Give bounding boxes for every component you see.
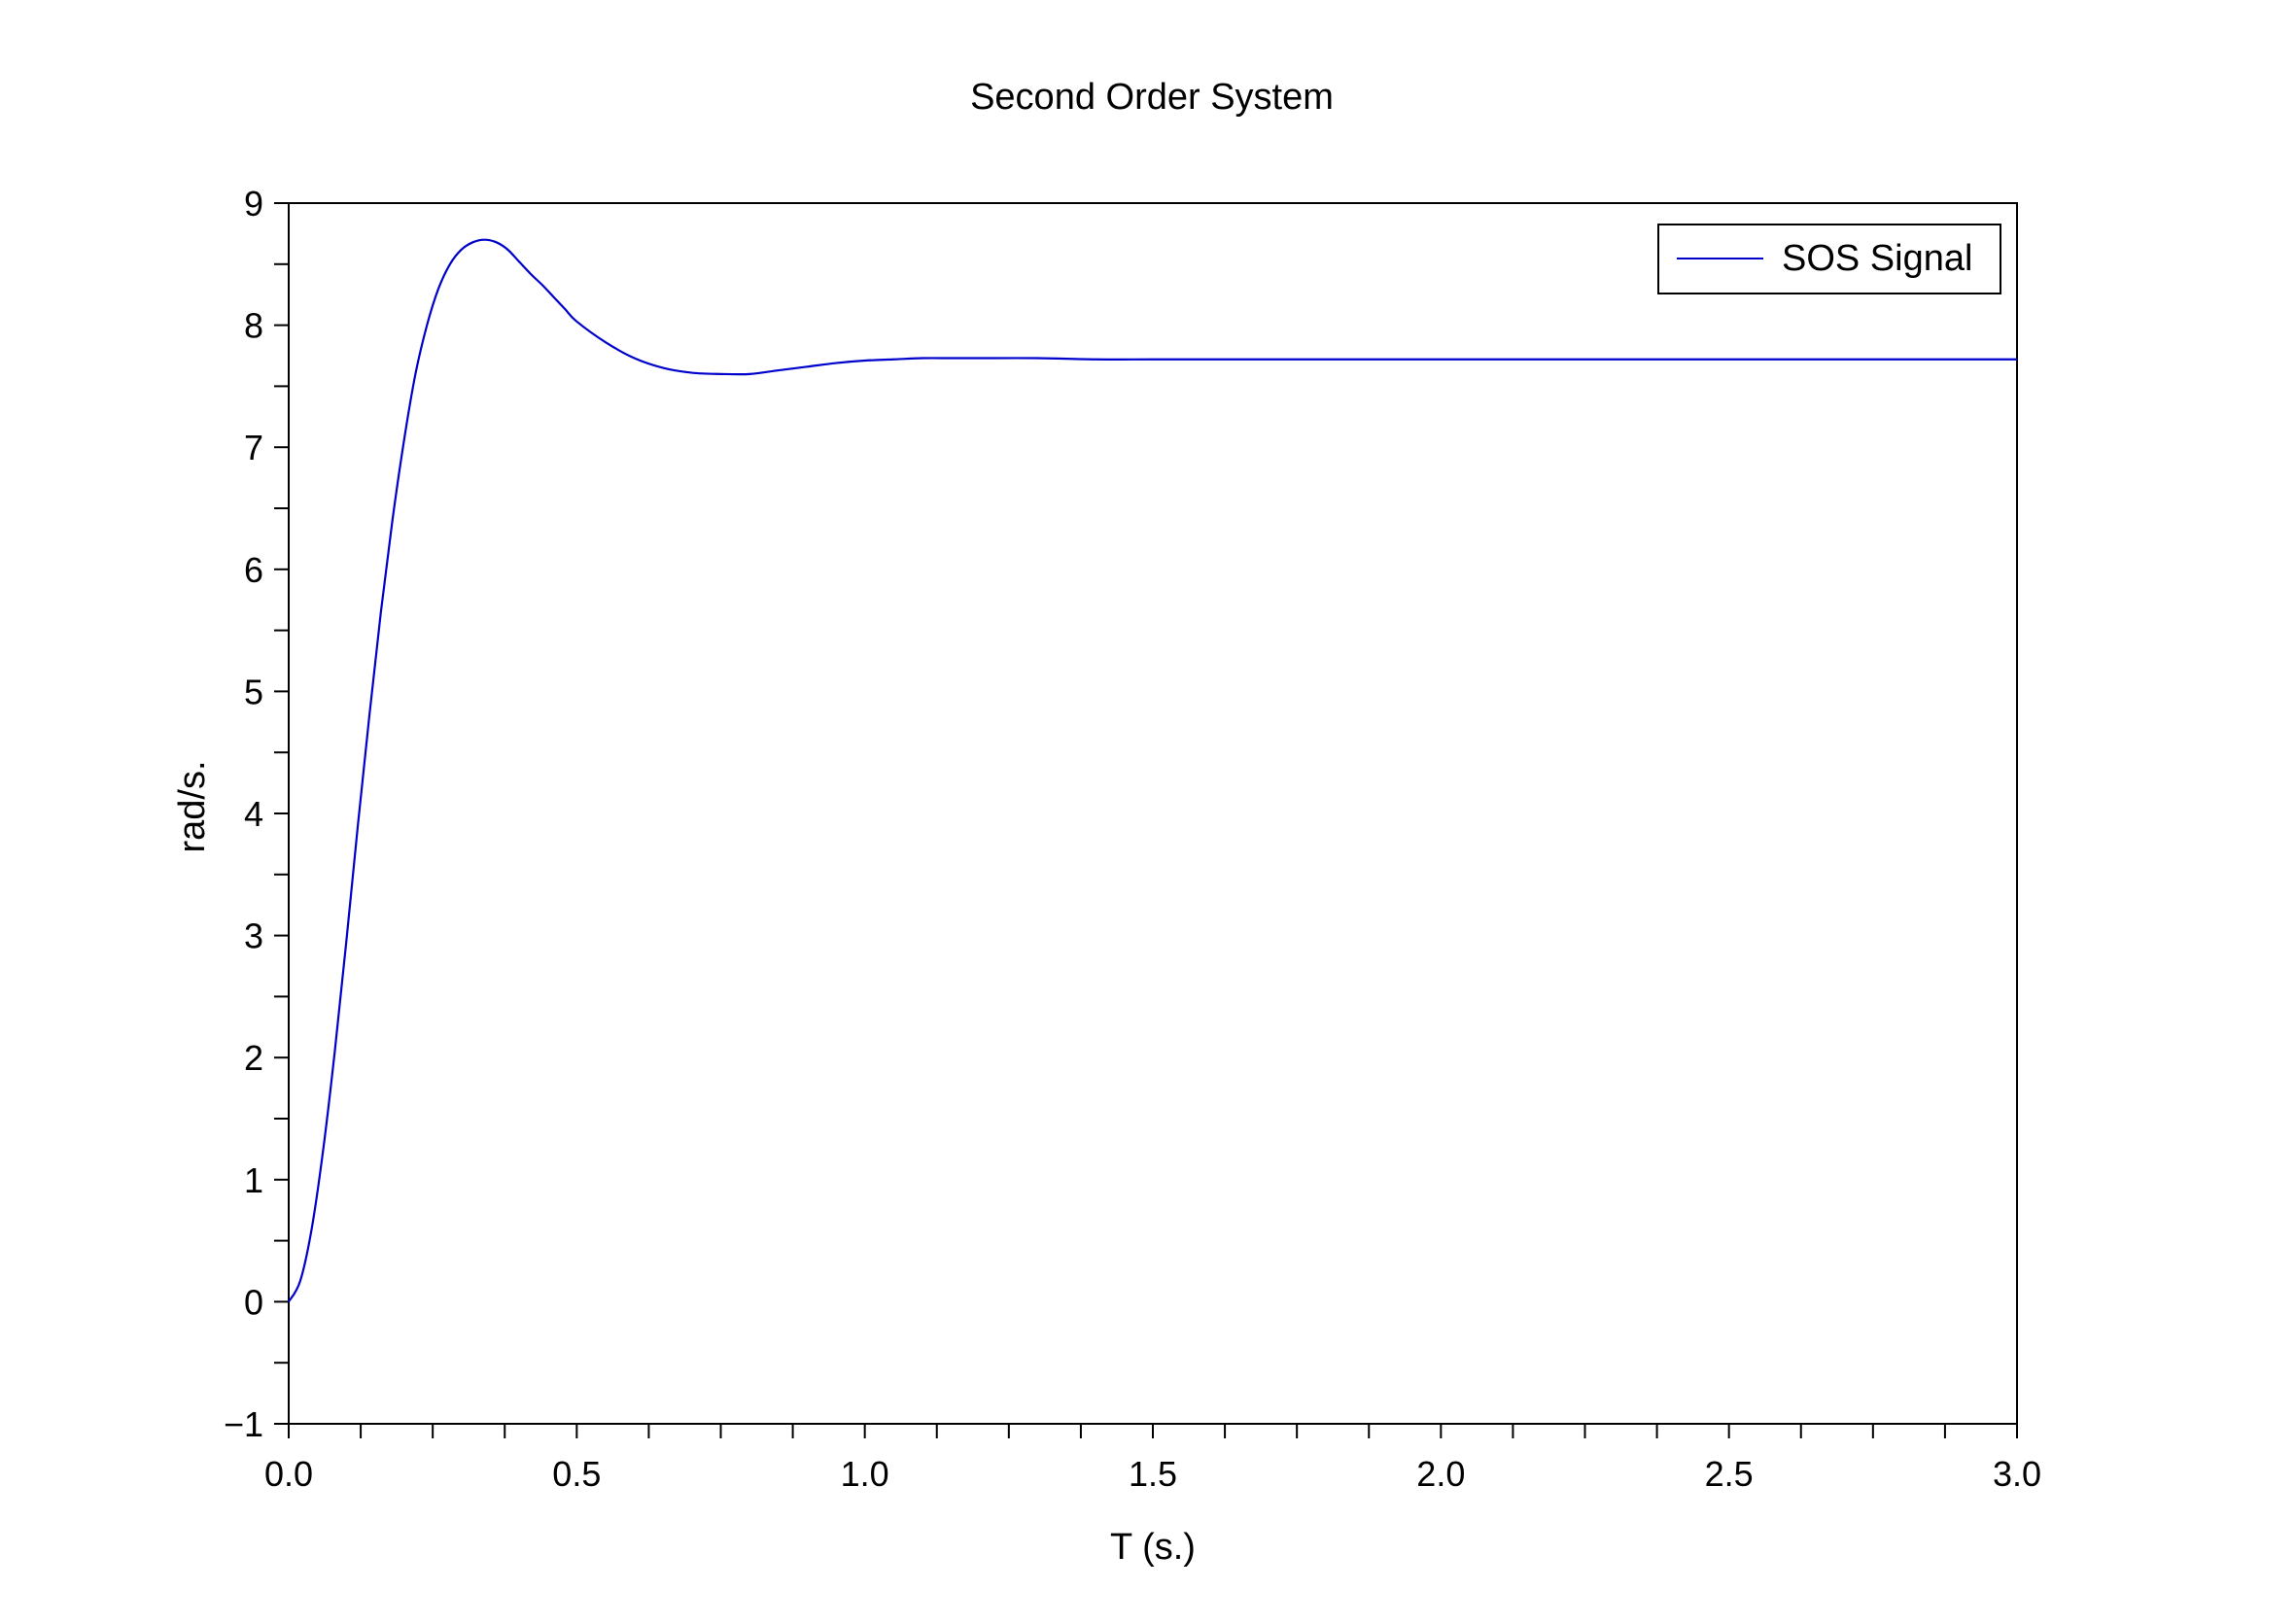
y-tick-label: 5 bbox=[244, 672, 263, 711]
series-line-sos-signal bbox=[288, 238, 2017, 1302]
plot-frame bbox=[288, 202, 2018, 1425]
y-tick-label: 2 bbox=[244, 1038, 263, 1078]
x-tick-label: 0.5 bbox=[552, 1454, 601, 1494]
x-tick-label: 0.0 bbox=[264, 1454, 313, 1494]
y-tick-label: 7 bbox=[244, 428, 263, 467]
y-tick-label: 1 bbox=[244, 1160, 263, 1200]
x-tick-label: 1.0 bbox=[841, 1454, 889, 1494]
y-tick-label: 8 bbox=[244, 306, 263, 346]
series-layer bbox=[288, 238, 2017, 1302]
x-axis: 0.0 0.5 1.0 1.5 2.0 2.5 3.0 bbox=[264, 1424, 2041, 1494]
plot-area bbox=[288, 202, 2018, 1425]
y-tick-label: 0 bbox=[244, 1282, 263, 1322]
x-tick-label: 2.0 bbox=[1416, 1454, 1465, 1494]
y-tick-label: −1 bbox=[224, 1404, 263, 1444]
y-axis: −1 0 1 2 3 4 5 6 7 8 9 bbox=[224, 184, 289, 1444]
legend: SOS Signal bbox=[1657, 224, 2001, 294]
x-tick-label: 3.0 bbox=[1993, 1454, 2041, 1494]
y-tick-label: 3 bbox=[244, 916, 263, 956]
chart-title: Second Order System bbox=[970, 77, 1334, 118]
x-tick-label: 2.5 bbox=[1705, 1454, 1754, 1494]
y-tick-label: 6 bbox=[244, 550, 263, 590]
y-axis-label: rad/s. bbox=[172, 760, 213, 852]
y-tick-label: 9 bbox=[244, 184, 263, 224]
y-tick-label: 4 bbox=[244, 794, 263, 834]
x-tick-label: 1.5 bbox=[1129, 1454, 1177, 1494]
legend-entry: SOS Signal bbox=[1782, 238, 1972, 279]
x-axis-label: T (s.) bbox=[1110, 1527, 1196, 1568]
